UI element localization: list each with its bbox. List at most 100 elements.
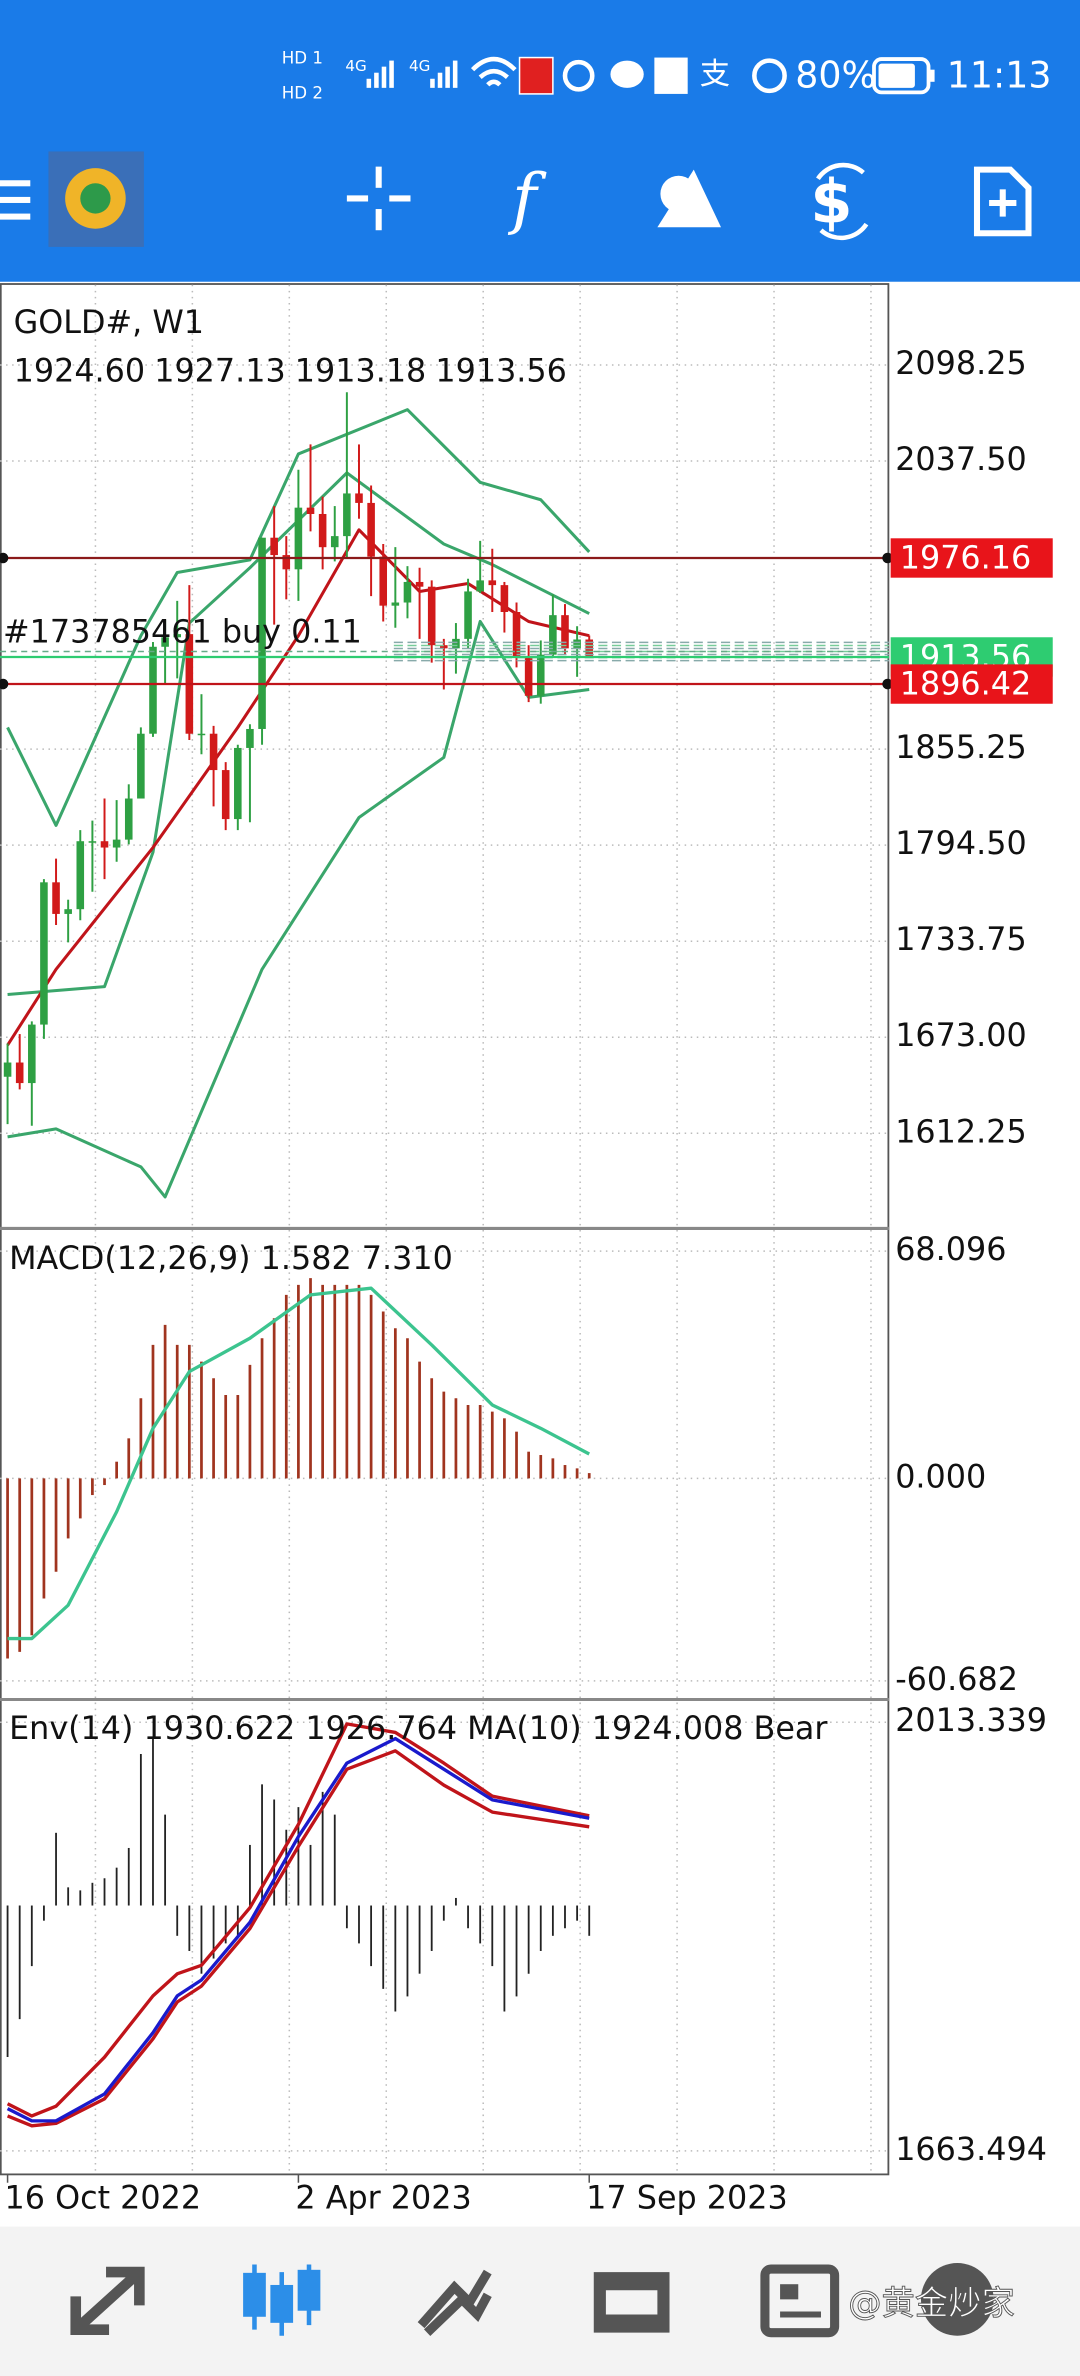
candle-body	[440, 645, 448, 649]
battery-outline	[872, 57, 931, 95]
ohlc-label: 1924.60	[14, 353, 145, 390]
candle-body	[452, 638, 460, 649]
trade-button[interactable]: $	[810, 168, 852, 238]
candle-body	[124, 798, 133, 840]
nav-chart[interactable]	[243, 2264, 321, 2336]
nav-history[interactable]	[593, 2272, 670, 2333]
app-icon	[654, 57, 688, 94]
bottom-nav	[0, 2226, 1080, 2376]
price-line-handle	[0, 678, 9, 690]
candle-body	[306, 507, 315, 514]
candle-body	[343, 493, 351, 537]
price-box-label: 1976.16	[900, 540, 1032, 577]
candle-body	[246, 728, 254, 748]
y-tick-label: 0.000	[895, 1458, 986, 1495]
price-box	[890, 664, 1053, 704]
candle-body	[197, 733, 206, 736]
y-tick-label: 1794.50	[895, 825, 1027, 862]
candle-body	[355, 493, 363, 503]
candle-body	[3, 1062, 12, 1077]
sim-label: HD 1	[282, 49, 323, 68]
candle-body	[367, 502, 375, 557]
candle-body	[415, 581, 424, 587]
price-box-label: 1896.42	[900, 666, 1032, 703]
candle-body	[52, 882, 60, 914]
candle-body	[100, 841, 109, 848]
wifi-icon	[470, 56, 517, 87]
indicator-title: Env(14) 1930.622 1926.764 MA(10) 1924.00…	[9, 1710, 828, 1747]
candle-body	[476, 580, 484, 592]
battery-level	[878, 63, 915, 88]
candle-body	[536, 654, 545, 696]
nav-trade[interactable]	[417, 2269, 492, 2336]
y-tick-label: 2013.339	[895, 1702, 1047, 1739]
main-panel	[0, 364, 890, 1199]
nav-quotes[interactable]	[70, 2266, 145, 2335]
x-tick-label: 2 Apr 2023	[295, 2179, 471, 2216]
app-logo-mark	[80, 183, 111, 214]
y-tick-label: 1612.25	[895, 1113, 1027, 1150]
candle-body	[282, 555, 291, 570]
chart-title: GOLD#, W1	[14, 304, 204, 341]
candle-body	[549, 615, 557, 655]
candle-body	[464, 591, 472, 639]
candle-body	[173, 634, 182, 638]
candle-body	[403, 581, 412, 603]
candle-body	[270, 537, 278, 556]
nav-news[interactable]	[760, 2264, 840, 2338]
status-bar: HD 1 HD 2 4G 4G 支 80% 11:13	[282, 49, 1052, 103]
trade-button-arrows	[816, 162, 869, 241]
candle-body	[524, 656, 533, 696]
price-line-handle	[0, 552, 9, 564]
y-tick-label: 1855.25	[895, 729, 1027, 766]
y-tick-label: -60.682	[895, 1661, 1018, 1698]
candle-body	[234, 747, 242, 820]
candle-body	[294, 507, 303, 570]
indicator-line	[6, 1749, 590, 2128]
crosshair-button[interactable]	[346, 166, 411, 231]
alarm-icon	[752, 58, 787, 94]
indicator-line	[6, 1736, 590, 2123]
trade-label: #173785461 buy 0.11	[3, 613, 362, 650]
network-label: 4G	[409, 57, 430, 75]
candle-body	[391, 602, 400, 606]
env-panel: Env(14) 1930.622 1926.764 MA(10) 1924.00…	[0, 1710, 887, 2152]
menu-button[interactable]	[0, 180, 31, 220]
toolbar: f $	[0, 151, 1032, 247]
indicator-line	[6, 528, 590, 1046]
nav-messages[interactable]	[920, 2263, 994, 2336]
watermark: @黄金炒家	[848, 2284, 1015, 2323]
candle-body	[500, 585, 509, 612]
x-tick-label: 17 Sep 2023	[586, 2179, 788, 2216]
candle-body	[28, 1024, 36, 1084]
app-icon	[562, 59, 595, 92]
objects-button[interactable]	[657, 169, 722, 228]
indicator-line	[6, 1722, 590, 2118]
candle-body	[427, 586, 436, 646]
price-line-handle	[882, 678, 893, 690]
candle-body	[573, 639, 581, 649]
x-tick-label: 16 Oct 2022	[5, 2179, 202, 2216]
ohlc-label: 1913.56	[435, 353, 566, 390]
candle-body	[512, 611, 521, 657]
ohlc-label: 1927.13	[154, 353, 285, 390]
candle-body	[15, 1062, 24, 1084]
candle-body	[318, 513, 327, 548]
message-icon	[610, 60, 644, 88]
new-order-button[interactable]	[973, 166, 1032, 237]
y-tick-label: 1673.00	[895, 1017, 1027, 1054]
candle-body	[76, 841, 85, 910]
candle-body	[64, 909, 72, 914]
candle-body	[40, 882, 48, 1025]
sim-label: HD 2	[282, 83, 323, 102]
macd-panel	[0, 1250, 890, 1682]
app-icon	[518, 56, 554, 95]
clock: 11:13	[947, 53, 1052, 96]
battery-label: 80%	[795, 53, 876, 96]
y-tick-label: 1733.75	[895, 921, 1027, 958]
signal-icons	[366, 60, 458, 88]
price-line-handle	[882, 552, 893, 564]
candle-body	[330, 536, 339, 548]
y-tick-label: 68.096	[895, 1231, 1006, 1268]
